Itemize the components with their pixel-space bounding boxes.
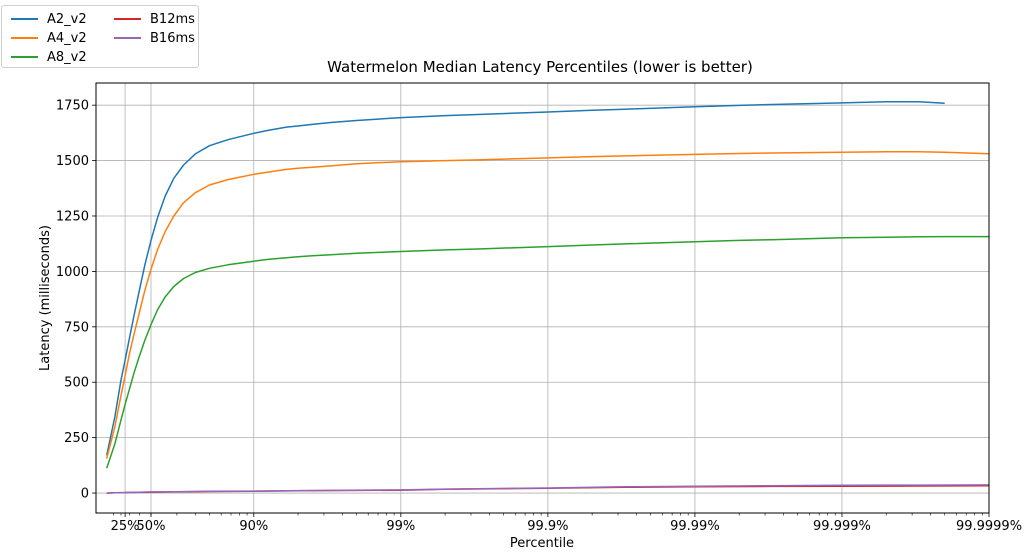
legend-swatch-a8 bbox=[11, 56, 38, 58]
y-tick-label: 1750 bbox=[56, 99, 89, 114]
legend: A2_v2 A4_v2 A8_v2 B12ms B16ms bbox=[1, 5, 199, 68]
plot-area bbox=[96, 83, 989, 513]
series-line-b16ms bbox=[106, 484, 990, 494]
x-tick-label: 99.999% bbox=[813, 519, 871, 534]
x-tick-label: 25% bbox=[111, 519, 140, 534]
legend-label-a4: A4_v2 bbox=[47, 30, 87, 46]
y-tick-label: 0 bbox=[81, 487, 89, 502]
series-line-a4_v2 bbox=[105, 150, 990, 459]
y-axis-label: Latency (milliseconds) bbox=[38, 225, 53, 371]
legend-label-a8: A8_v2 bbox=[47, 49, 87, 65]
x-tick-label: 99.9999% bbox=[956, 519, 1022, 534]
y-tick-label: 250 bbox=[64, 431, 89, 446]
legend-swatch-a4 bbox=[11, 37, 38, 39]
x-tick-label: 90% bbox=[239, 519, 268, 534]
y-axis: 0 250 500 750 1000 1250 1500 1750 bbox=[56, 99, 96, 502]
x-axis: 25%50% 90% 99% 99.9% 99.99% 99.999% 99.9999% bbox=[111, 513, 1022, 534]
x-axis-label: Percentile bbox=[510, 536, 574, 551]
legend-label-b12: B12ms bbox=[150, 11, 195, 27]
x-tick-label: 99.9% bbox=[527, 519, 568, 534]
y-tick-label: 750 bbox=[64, 320, 89, 335]
legend-item-a2: A2_v2 bbox=[11, 10, 87, 28]
legend-swatch-b12 bbox=[114, 18, 141, 20]
x-tick-label: 99% bbox=[386, 519, 415, 534]
y-tick-label: 1250 bbox=[56, 209, 89, 224]
chart-title: Watermelon Median Latency Percentiles (l… bbox=[327, 58, 753, 76]
legend-item-a8: A8_v2 bbox=[11, 48, 87, 66]
legend-label-a2: A2_v2 bbox=[47, 11, 87, 27]
x-tick-label: 50% bbox=[137, 519, 166, 534]
plot-frame bbox=[95, 82, 990, 514]
y-tick-label: 1500 bbox=[56, 154, 89, 169]
y-tick-label: 500 bbox=[64, 376, 89, 391]
legend-item-a4: A4_v2 bbox=[11, 29, 87, 47]
series-layer bbox=[105, 101, 990, 494]
legend-item-b16: B16ms bbox=[114, 29, 195, 47]
x-tick-label: 99.99% bbox=[670, 519, 720, 534]
legend-item-b12: B12ms bbox=[114, 10, 195, 28]
series-line-a8_v2 bbox=[105, 235, 989, 469]
legend-label-b16: B16ms bbox=[150, 30, 195, 46]
series-line-a2_v2 bbox=[105, 101, 945, 456]
y-tick-label: 1000 bbox=[56, 265, 89, 280]
legend-swatch-b16 bbox=[114, 37, 141, 39]
legend-swatch-a2 bbox=[11, 18, 38, 20]
